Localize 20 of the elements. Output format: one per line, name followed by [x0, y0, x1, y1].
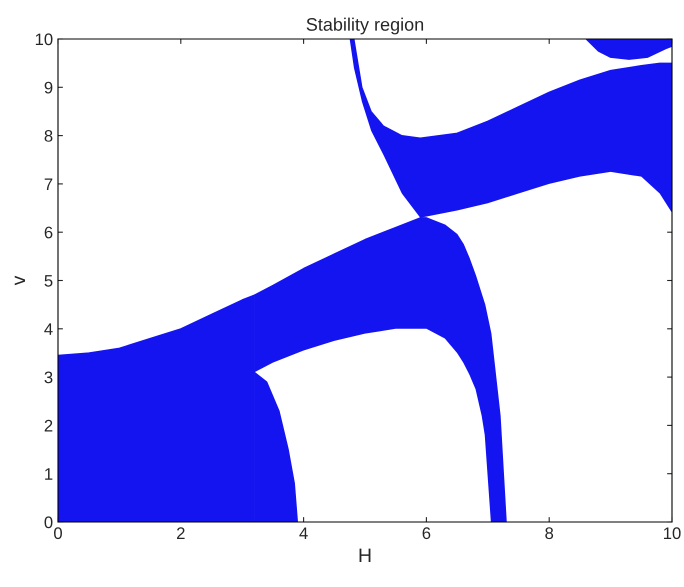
x-tick-label: 4 — [299, 527, 308, 539]
y-tick-label: 1 — [45, 468, 52, 480]
y-axis-title: v — [14, 276, 26, 286]
x-tick-label: 6 — [422, 527, 430, 540]
y-tick-label: 7 — [44, 178, 52, 190]
y-tick-label: 2 — [44, 420, 52, 432]
y-tick-label: 9 — [44, 82, 52, 94]
y-tick-label: 8 — [44, 130, 52, 142]
y-tick-label: 6 — [44, 226, 52, 238]
x-tick-label: 2 — [177, 527, 185, 539]
y-tick-label: 4 — [44, 323, 53, 335]
x-axis-title: H — [360, 548, 370, 562]
chart-title: Stability region — [306, 18, 424, 34]
x-tick-label: 0 — [54, 527, 62, 540]
y-tick-label: 10 — [36, 33, 52, 46]
y-tick-label: 5 — [44, 275, 52, 287]
y-tick-label: 0 — [44, 516, 52, 528]
x-tick-label: 10 — [664, 527, 681, 540]
x-tick-label: 8 — [545, 527, 554, 540]
y-tick-label: 3 — [44, 372, 52, 384]
